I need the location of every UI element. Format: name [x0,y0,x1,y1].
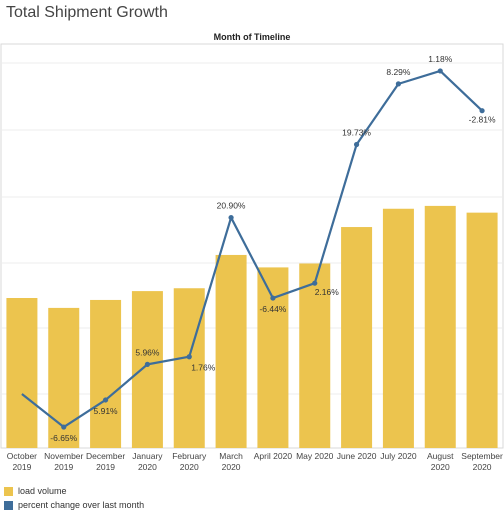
data-label-11: 1.18% [428,54,453,64]
line-point-6 [228,214,234,221]
data-label-6: 20.90% [217,201,246,211]
bar-11 [424,205,456,448]
bar-6 [215,254,247,448]
data-label-4: 5.96% [135,347,160,357]
bar-3 [90,299,122,448]
line-point-10 [395,81,402,87]
legend-swatch-bar [4,486,13,496]
plot-frame [0,43,504,449]
line-point-3 [102,397,109,403]
legend-label: load volume [18,486,67,496]
data-label-7: -6.44% [259,304,286,314]
axis-header: Month of Timeline [214,32,291,42]
x-tick-label-9: June 2020 [337,451,377,461]
line-point-11 [437,68,443,74]
x-tick-label-1: October 2019 [7,451,37,472]
x-tick-label-11: August 2020 [427,451,454,472]
bar-1 [6,298,38,448]
chart-title: Total Shipment Growth [6,4,168,21]
data-label-3: 5.91% [94,406,119,416]
x-tick-label-3: December 2019 [86,451,125,472]
bar-4 [131,291,163,448]
bar-8 [299,263,331,448]
line-point-5 [186,354,192,360]
x-tick-label-6: March 2020 [219,451,243,472]
legend-item-load-volume[interactable]: load volume [4,484,144,498]
data-label-12: -2.81% [469,115,496,125]
data-label-10: 8.29% [386,67,411,77]
chart-area: Month of Timeline -6.65% 5.91% 5.96% 1.76% 20… [0,30,504,480]
legend-label: percent change over last month [18,500,145,510]
x-tick-label-5: February 2020 [172,451,207,472]
x-tick-label-12: September 2020 [461,451,503,472]
data-label-9: 19.73% [342,128,371,138]
x-tick-label-2: November 2019 [44,451,83,472]
line-point-9 [353,141,360,148]
combo-chart: Month of Timeline -6.65% 5.91% 5.96% 1.76% 20… [0,32,504,472]
bar-9 [341,227,373,448]
legend-item-percent-change[interactable]: percent change over last month [4,498,144,512]
legend-swatch-line [4,500,13,510]
data-label-8: 2.16% [315,287,340,297]
x-tick-label-7: April 2020 [254,451,293,461]
bar-5 [173,288,205,448]
bar-10 [382,208,414,448]
line-point-12 [479,108,485,114]
x-tick-label-4: January 2020 [132,451,163,472]
legend: load volume percent change over last mon… [4,484,144,512]
line-point-2 [61,424,67,430]
line-point-8 [312,280,318,286]
x-tick-label-8: May 2020 [296,451,334,461]
line-point-7 [270,295,276,301]
x-tick-label-10: July 2020 [380,451,417,461]
line-point-4 [144,361,151,367]
bar-12 [466,212,498,448]
data-label-2: -6.65% [50,433,77,443]
data-label-5: 1.76% [191,363,216,373]
line-series [21,69,483,429]
